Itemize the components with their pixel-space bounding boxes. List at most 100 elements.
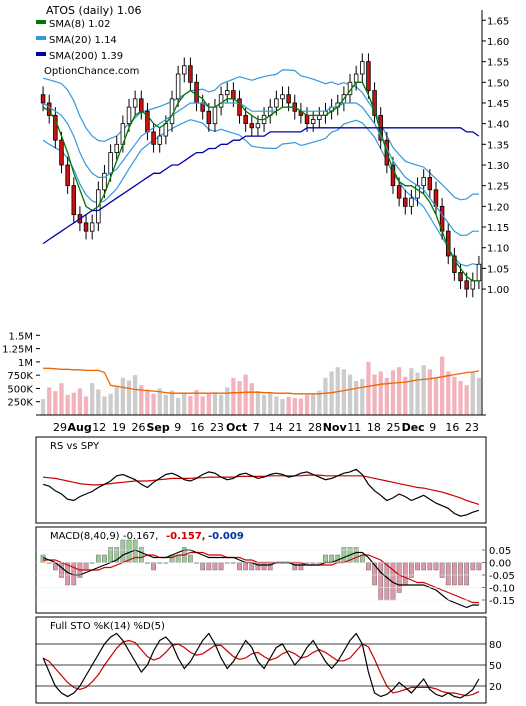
legend-swatch-sma8 [36, 20, 46, 24]
volume-bar [458, 381, 463, 415]
x-tick-label: 12 [92, 421, 106, 434]
macd-histogram [40, 539, 482, 601]
candle-body [304, 114, 310, 125]
candle-body [175, 73, 181, 100]
candle-body [163, 123, 169, 137]
legend: SMA(8) 1.02 SMA(20) 1.14 SMA(200) 1.39 O… [36, 19, 139, 77]
volume-bar [40, 399, 46, 415]
volume-bar [274, 396, 279, 415]
volume-bar [157, 388, 162, 415]
volume-bar [114, 387, 119, 415]
x-tick-label: Nov [323, 421, 348, 434]
macd-histogram-bar [212, 562, 218, 571]
volume-average-path [43, 367, 480, 395]
volume-bar [354, 381, 359, 415]
macd-histogram-bar [188, 554, 193, 563]
volume-bar [268, 392, 273, 415]
x-tick-label: 25 [387, 421, 401, 434]
candle-body [286, 94, 291, 104]
volume-bar [77, 388, 83, 415]
x-tick-label: 16 [190, 421, 204, 434]
legend-label-sma8: SMA(8) 1.02 [49, 19, 110, 30]
candle-body [274, 98, 279, 108]
macd-tick-label: 0.00 [489, 559, 511, 570]
candle-body [194, 81, 199, 104]
candle-body [59, 139, 64, 166]
volume-bar [304, 394, 310, 415]
candle-body [421, 177, 426, 187]
macd-histogram-bar [458, 562, 463, 586]
candle-body [114, 143, 119, 153]
macd-histogram-bar [433, 562, 439, 571]
volume-bar [47, 387, 52, 415]
volume-tick-label: 1.25M [2, 345, 33, 356]
volume-bar [71, 392, 76, 415]
candle-body [470, 280, 476, 290]
rs-title: RS vs SPY [50, 441, 100, 452]
candle-body [126, 106, 132, 125]
macd-tick-label: 0.05 [489, 546, 511, 557]
sto-tick-label: 50 [489, 661, 502, 672]
macd-histogram-bar [200, 562, 206, 571]
x-tick-label: 19 [112, 421, 126, 434]
macd-histogram-bar [218, 562, 224, 571]
volume-bar [126, 380, 132, 415]
macd-histogram-bar [261, 562, 267, 571]
rs-panel: RS vs SPY [35, 436, 487, 524]
candle-body [132, 98, 138, 108]
candle-body [390, 164, 396, 187]
sto-panel-frame [35, 616, 487, 704]
candle-body [243, 114, 248, 125]
volume-bar [470, 372, 475, 415]
price-tick-label: 1.25 [487, 182, 509, 193]
volume-tick-label: 1M [18, 358, 33, 369]
volume-bar [225, 387, 230, 415]
candle-body [218, 94, 224, 108]
candle-body [224, 90, 230, 96]
x-tick-label: 23 [465, 421, 479, 434]
sto-tick-label: 80 [489, 640, 502, 651]
macd-tick-label: -0.10 [489, 584, 515, 595]
volume-bar [96, 389, 101, 415]
volume-bar [446, 371, 451, 415]
macd-hist-value: -0.009 [208, 531, 244, 542]
macd-histogram-bar [237, 562, 242, 571]
macd-histogram-bar [120, 539, 126, 563]
candle-body [53, 114, 58, 141]
macd-histogram-bar [470, 562, 476, 571]
x-tick-label: 23 [210, 421, 224, 434]
macd-y-axis: 0.05 0.00-0.05 -0.10-0.15 [36, 546, 515, 607]
macd-histogram-bar [464, 562, 470, 586]
macd-histogram-bar [243, 562, 249, 571]
volume-bar [108, 393, 113, 415]
candle-body [476, 263, 482, 282]
candle-body [231, 90, 236, 100]
x-tick-label: 16 [445, 421, 459, 434]
volume-bar [255, 391, 261, 415]
price-tick-label: 1.45 [487, 99, 509, 110]
x-tick-label: Aug [68, 421, 92, 434]
volume-bar [243, 374, 248, 415]
volume-bar [120, 377, 126, 415]
volume-bar [53, 391, 58, 415]
candle-body [71, 185, 77, 216]
macd-histogram-bar [267, 562, 273, 571]
volume-bar [341, 369, 347, 415]
macd-title: MACD(8,40,9) [50, 531, 120, 542]
macd-histogram-bar [421, 562, 427, 571]
volume-bar [231, 377, 236, 415]
macd-histogram-bar [452, 562, 457, 586]
macd-histogram-bar [384, 562, 390, 601]
chart-title: ATOS (daily) 1.06 [46, 4, 141, 17]
macd-panel: MACD(8,40,9) -0.167, -0.157, -0.009 0.05… [35, 526, 515, 614]
candle-body [353, 73, 359, 83]
macd-histogram-bar [378, 562, 384, 601]
volume-bar [452, 376, 457, 415]
macd-histogram-bar [427, 562, 433, 571]
price-tick-label: 1.35 [487, 140, 509, 151]
candle-body [372, 90, 377, 116]
macd-histogram-bar [323, 554, 328, 563]
price-tick-label: 1.20 [487, 202, 509, 213]
volume-bar [212, 392, 218, 415]
